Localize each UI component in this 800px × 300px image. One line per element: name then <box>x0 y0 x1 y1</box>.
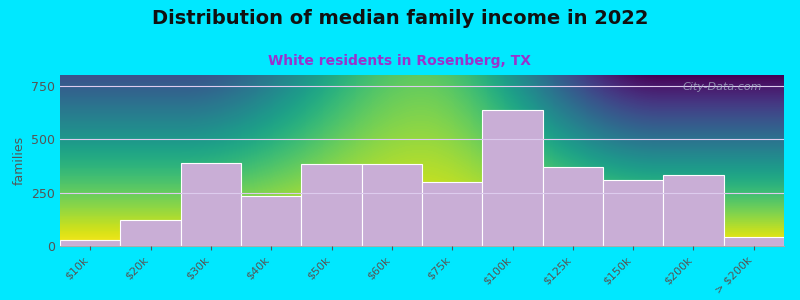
Bar <box>724 238 784 246</box>
Bar <box>241 196 302 246</box>
Bar <box>60 240 120 246</box>
Y-axis label: families: families <box>13 136 26 185</box>
Text: City-Data.com: City-Data.com <box>682 82 762 92</box>
Bar <box>603 180 663 246</box>
Bar <box>120 220 181 246</box>
Bar <box>422 182 482 246</box>
Bar <box>362 164 422 246</box>
Bar <box>302 164 362 246</box>
Text: Distribution of median family income in 2022: Distribution of median family income in … <box>152 9 648 28</box>
Bar <box>663 176 724 246</box>
Text: White residents in Rosenberg, TX: White residents in Rosenberg, TX <box>269 54 531 68</box>
Bar <box>482 110 542 246</box>
Bar <box>542 167 603 246</box>
Bar <box>181 163 241 246</box>
